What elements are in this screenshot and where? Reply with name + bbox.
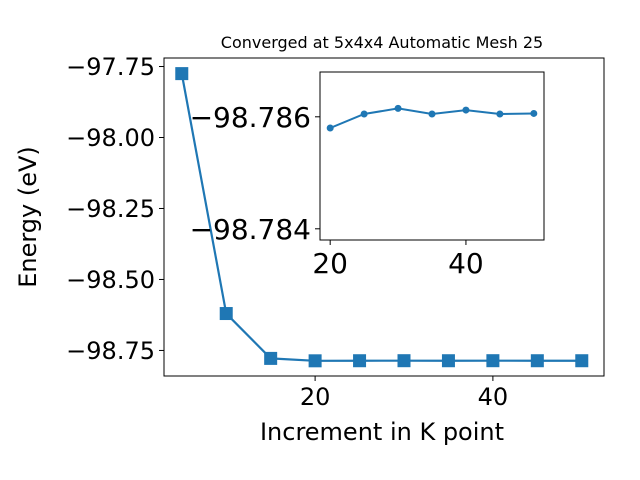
inset-x-tick-label: 20 <box>312 247 348 280</box>
inset-data-point <box>428 110 436 118</box>
main-data-point <box>397 354 411 368</box>
inset-data-point <box>530 109 538 117</box>
inset-data-point <box>496 110 504 118</box>
inset-data-point <box>326 124 334 132</box>
main-x-ticks: 20 40 <box>300 376 508 411</box>
inset-data-point <box>394 104 402 112</box>
inset-x-tick-label: 40 <box>448 247 484 280</box>
main-plot-frame <box>163 57 605 377</box>
inset-y-tick-label: −98.784 <box>190 213 311 246</box>
main-y-tick-label: −98.25 <box>66 195 155 223</box>
inset-y-ticks: −98.786 −98.784 <box>190 101 320 246</box>
main-data-point <box>575 354 589 368</box>
main-series <box>175 67 589 368</box>
main-data-point <box>308 354 322 368</box>
main-x-tick-label: 20 <box>300 383 331 411</box>
y-axis-label: Energy (eV) <box>14 146 42 288</box>
main-data-point <box>441 354 455 368</box>
inset-plot-frame <box>319 71 545 241</box>
main-x-tick-label: 40 <box>478 383 509 411</box>
main-data-point <box>219 307 233 321</box>
inset-plot-background <box>320 72 544 240</box>
main-y-tick-label: −98.50 <box>66 266 155 294</box>
main-data-point <box>530 354 544 368</box>
x-axis-label: Increment in K point <box>260 418 504 446</box>
main-data-point <box>353 354 367 368</box>
main-series-line <box>180 73 582 362</box>
main-plot: 20 40 −97.75−98.00−98.25−98.50−98.75 <box>66 53 605 411</box>
main-data-point <box>264 351 278 365</box>
inset-plot: 20 40 −98.786−98.784 <box>190 71 545 280</box>
main-data-point <box>486 354 500 368</box>
main-y-tick-label: −97.75 <box>66 53 155 81</box>
main-y-tick-label: −98.75 <box>66 337 155 365</box>
main-y-ticks: −97.75 −98.00 −98.25 −98.50 −98.75 <box>66 53 164 365</box>
main-y-tick-label: −98.00 <box>66 124 155 152</box>
inset-series <box>326 104 538 132</box>
inset-x-ticks: 20 40 <box>312 240 484 280</box>
inset-data-point <box>462 106 470 114</box>
inset-y-tick-label: −98.786 <box>190 101 311 134</box>
main-data-point <box>175 67 189 81</box>
chart-title: Converged at 5x4x4 Automatic Mesh 25 <box>221 33 543 52</box>
inset-data-point <box>360 110 368 118</box>
